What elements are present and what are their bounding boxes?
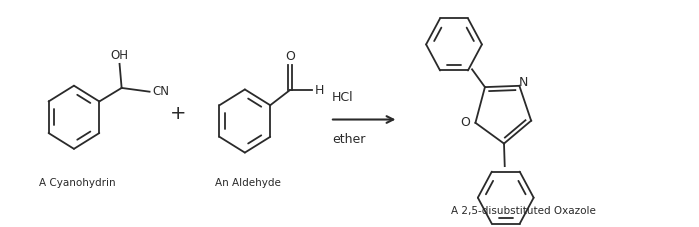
Text: CN: CN [152, 85, 169, 98]
Text: A 2,5-disubstituted Oxazole: A 2,5-disubstituted Oxazole [452, 206, 596, 216]
Text: ether: ether [332, 133, 366, 146]
Text: O: O [284, 50, 295, 63]
Text: N: N [519, 76, 528, 89]
Text: +: + [171, 104, 187, 123]
Text: OH: OH [110, 49, 129, 62]
Text: H: H [315, 84, 324, 97]
Text: O: O [461, 116, 470, 129]
Text: A Cyanohydrin: A Cyanohydrin [39, 178, 116, 188]
Text: HCl: HCl [332, 91, 354, 104]
Text: An Aldehyde: An Aldehyde [215, 178, 281, 188]
